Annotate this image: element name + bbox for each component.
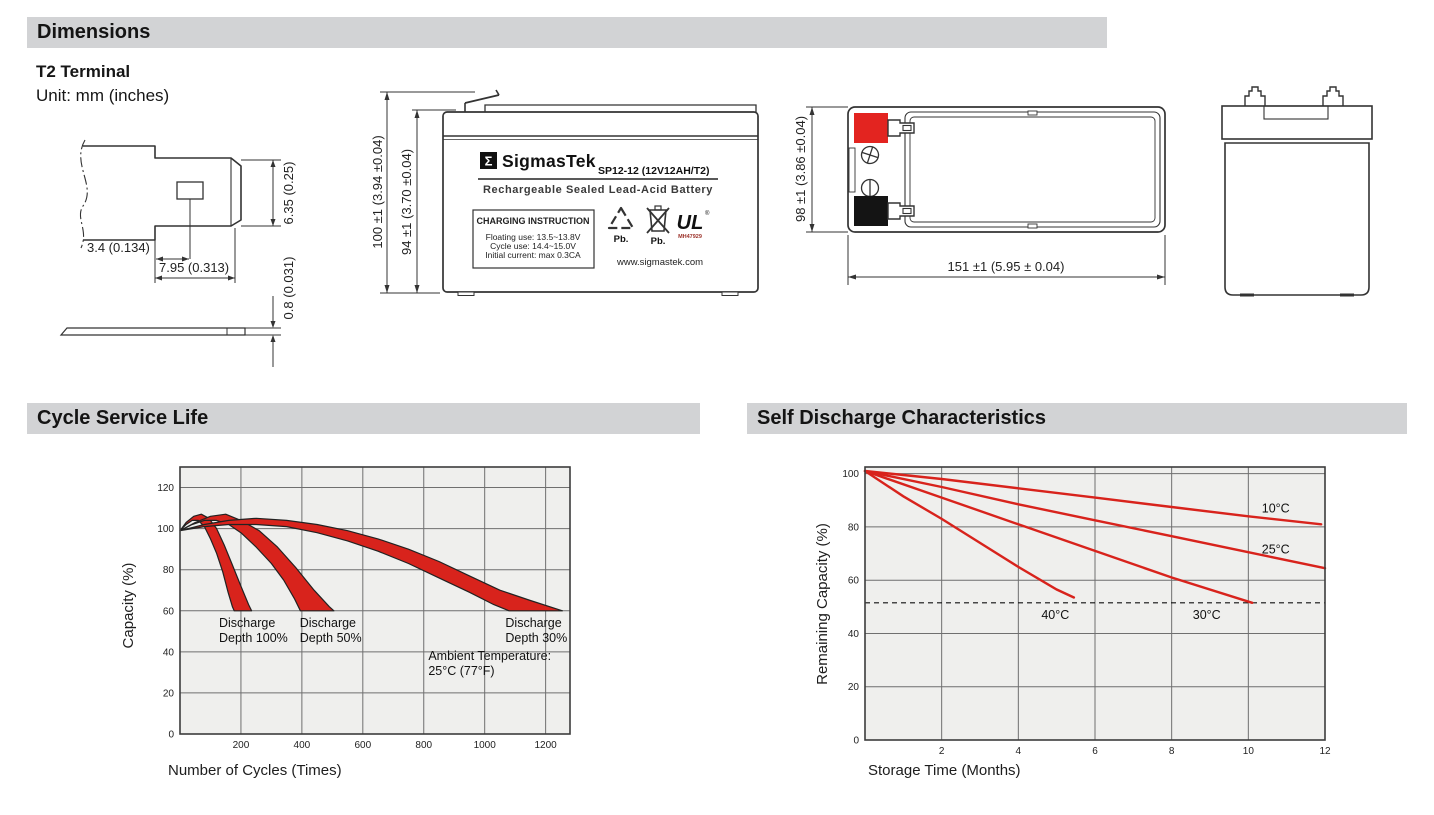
self-discharge-y-axis-label: Remaining Capacity (%) [814, 523, 831, 685]
svg-text:100: 100 [842, 469, 859, 480]
product-label: Σ SigmasTek SP12-12 (12V12AH/T2) Recharg… [472, 151, 718, 269]
charging-line-3: Initial current: max 0.3CA [485, 250, 581, 260]
svg-text:Ambient Temperature:25°C (77°F: Ambient Temperature: 25°C (77°F) [428, 649, 551, 678]
svg-text:2: 2 [939, 746, 945, 757]
svg-text:6: 6 [1092, 746, 1098, 757]
terminal-silhouette [1322, 86, 1344, 106]
svg-text:30°C: 30°C [1193, 608, 1221, 622]
battery-end-view [1221, 86, 1373, 297]
charging-title: CHARGING INSTRUCTION [477, 216, 590, 226]
svg-text:20: 20 [848, 682, 860, 693]
section-title: Cycle Service Life [37, 407, 209, 429]
phillips-screw-icon [860, 145, 880, 165]
svg-text:1200: 1200 [535, 740, 558, 751]
svg-text:0: 0 [853, 736, 859, 747]
cycle-chart-y-axis-label: Capacity (%) [120, 562, 137, 649]
section-header-cycle-life: Cycle Service Life [27, 403, 700, 434]
battery-case [442, 111, 759, 293]
dim-tab-height: 6.35 (0.25) [281, 162, 296, 225]
svg-text:12: 12 [1319, 746, 1331, 757]
svg-text:800: 800 [415, 740, 432, 751]
svg-text:400: 400 [294, 740, 311, 751]
terminal-detail-drawing: 3.4 (0.134) 7.95 (0.313) 6.35 (0.25) 0.8… [59, 139, 296, 367]
svg-text:Pb.: Pb. [651, 236, 666, 247]
dim-width: 151 ±1 (5.95 ± 0.04) [948, 259, 1065, 274]
terminal-silhouette [1244, 86, 1266, 106]
section-title: Self Discharge Characteristics [757, 407, 1047, 429]
ul-file-number: MH47929 [678, 234, 702, 240]
blade-strip [59, 327, 246, 336]
recycle-pb-icon: Pb. [607, 206, 635, 245]
svg-text:10°C: 10°C [1262, 501, 1290, 515]
svg-text:60: 60 [848, 576, 860, 587]
crossed-bin-pb-icon: Pb. [646, 205, 670, 247]
svg-text:80: 80 [163, 565, 175, 576]
dim-hole-offset: 3.4 (0.134) [87, 240, 150, 255]
cycle-chart-x-axis-label: Number of Cycles (Times) [168, 762, 342, 779]
dim-case-height: 94 ±1 (3.70 ±0.04) [399, 149, 414, 255]
dim-tab-length: 7.95 (0.313) [159, 260, 229, 275]
svg-text:100: 100 [157, 524, 174, 535]
unit-note: Unit: mm (inches) [36, 86, 170, 105]
svg-text:8: 8 [1169, 746, 1175, 757]
charging-line-2: Cycle use: 14.4~15.0V [490, 241, 576, 251]
break-line [79, 139, 88, 249]
svg-text:120: 120 [157, 483, 174, 494]
svg-text:25°C: 25°C [1262, 543, 1290, 557]
svg-text:600: 600 [354, 740, 371, 751]
dim-total-height: 100 ±1 (3.94 ±0.04) [370, 135, 385, 248]
svg-text:80: 80 [848, 522, 860, 533]
svg-text:40: 40 [848, 629, 860, 640]
terminal-profile [83, 145, 242, 241]
self-discharge-x-axis-label: Storage Time (Months) [868, 762, 1021, 779]
sigma-logo-box [480, 152, 497, 169]
end-view-case [1224, 142, 1370, 296]
dim-tab-thickness: 0.8 (0.031) [281, 257, 296, 320]
svg-text:0: 0 [168, 730, 174, 741]
section-header-dimensions: Dimensions [27, 17, 1107, 48]
svg-text:1000: 1000 [474, 740, 497, 751]
svg-text:40: 40 [163, 647, 175, 658]
brand-name: SigmasTek [502, 151, 596, 171]
sigma-logo-glyph: Σ [485, 154, 493, 169]
svg-text:®: ® [705, 210, 710, 217]
ul-mark-icon: UL ® MH47929 [677, 210, 710, 240]
positive-terminal-marker [854, 113, 888, 143]
negative-terminal-marker [854, 196, 888, 226]
self-discharge-chart: 2 4 6 8 10 12 0 20 40 60 80 100 10°C 25°C 30°C 40°C [842, 466, 1331, 757]
positive-faston-tab [887, 119, 915, 137]
svg-text:10: 10 [1243, 746, 1255, 757]
charging-line-1: Floating use: 13.5~13.8V [486, 232, 581, 242]
section-header-self-discharge: Self Discharge Characteristics [747, 403, 1407, 434]
svg-text:4: 4 [1016, 746, 1022, 757]
negative-faston-tab [887, 202, 915, 220]
svg-text:60: 60 [163, 606, 175, 617]
dim-depth: 98 ±1 (3.86 ±0.04) [793, 116, 808, 222]
section-title: Dimensions [37, 21, 151, 43]
svg-text:UL: UL [677, 212, 704, 234]
battery-front-view: 100 ±1 (3.94 ±0.04) 94 ±1 (3.70 ±0.04) Σ… [370, 89, 759, 296]
website-text: www.sigmastek.com [616, 257, 703, 268]
model-number: SP12-12 (12V12AH/T2) [598, 165, 709, 177]
battery-subtitle: Rechargeable Sealed Lead-Acid Battery [483, 184, 713, 196]
svg-text:40°C: 40°C [1041, 608, 1069, 622]
svg-text:200: 200 [233, 740, 250, 751]
cycle-service-life-chart: 200 400 600 800 1000 1200 0 20 40 60 80 100 120 Disch… [157, 466, 571, 751]
svg-text:20: 20 [163, 688, 175, 699]
svg-text:Pb.: Pb. [614, 234, 629, 245]
charging-instruction-box [472, 209, 595, 269]
terminal-type-heading: T2 Terminal [36, 62, 131, 81]
battery-top-view: 98 ±1 (3.86 ±0.04) 151 ±1 (5.95 [793, 106, 1166, 285]
